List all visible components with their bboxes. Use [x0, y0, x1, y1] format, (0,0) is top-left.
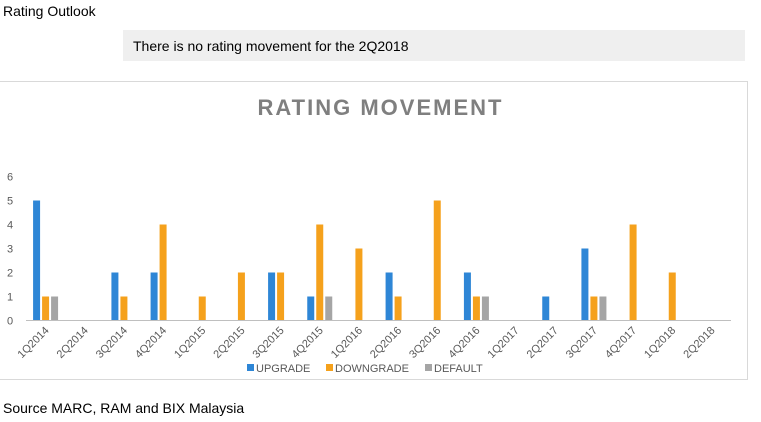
- legend-swatch-downgrade: [326, 364, 333, 371]
- bar-upgrade-3q2014: [111, 272, 119, 321]
- x-tick-label: 3Q2014: [94, 325, 130, 361]
- x-tick-label: 4Q2014: [133, 325, 169, 361]
- bar-default-4q2015: [325, 296, 333, 321]
- y-tick-label: 0: [7, 316, 13, 328]
- bar-downgrade-1q2016: [355, 248, 363, 321]
- bar-downgrade-4q2017: [629, 224, 637, 321]
- bar-upgrade-3q2015: [268, 272, 276, 321]
- x-tick-label: 4Q2016: [446, 325, 482, 361]
- source-note: Source MARC, RAM and BIX Malaysia: [3, 400, 245, 416]
- bar-downgrade-4q2016: [472, 296, 480, 321]
- x-tick-label: 1Q2014: [16, 325, 52, 361]
- chart-frame: [0, 81, 748, 380]
- bar-default-3q2017: [599, 296, 607, 321]
- x-tick-label: 3Q2016: [407, 325, 443, 361]
- legend-swatch-upgrade: [247, 364, 254, 371]
- bar-downgrade-4q2014: [159, 224, 167, 321]
- x-tick-label: 4Q2015: [290, 325, 326, 361]
- chart-title: RATING MOVEMENT: [257, 95, 504, 120]
- legend-swatch-default: [425, 364, 432, 371]
- y-tick-label: 6: [7, 172, 13, 184]
- x-tick-label: 2Q2017: [525, 325, 561, 361]
- bar-downgrade-1q2014: [42, 296, 50, 321]
- x-tick-label: 3Q2017: [564, 325, 600, 361]
- x-tick-label: 1Q2016: [329, 325, 365, 361]
- section-heading: Rating Outlook: [3, 3, 96, 19]
- bar-downgrade-3q2015: [277, 272, 285, 321]
- bar-upgrade-3q2017: [581, 248, 589, 321]
- bar-downgrade-2q2015: [237, 272, 245, 321]
- x-tick-label: 2Q2016: [368, 325, 404, 361]
- bar-downgrade-1q2018: [668, 272, 676, 321]
- bar-downgrade-4q2015: [316, 224, 324, 321]
- x-tick-label: 3Q2015: [251, 325, 287, 361]
- x-tick-label: 2Q2018: [681, 325, 717, 361]
- bar-default-1q2014: [51, 296, 59, 321]
- rating-note: There is no rating movement for the 2Q20…: [123, 30, 745, 61]
- bar-downgrade-1q2015: [198, 296, 206, 321]
- bar-upgrade-2q2016: [385, 272, 393, 321]
- legend-label-upgrade: UPGRADE: [256, 363, 310, 375]
- x-tick-label: 1Q2015: [172, 325, 208, 361]
- bar-upgrade-1q2014: [33, 200, 41, 321]
- y-tick-label: 3: [7, 244, 13, 256]
- y-tick-label: 1: [7, 292, 13, 304]
- bar-upgrade-4q2014: [150, 272, 158, 321]
- y-tick-label: 2: [7, 268, 13, 280]
- bar-downgrade-3q2017: [590, 296, 598, 321]
- legend-label-downgrade: DOWNGRADE: [335, 363, 409, 375]
- bar-downgrade-3q2014: [120, 296, 128, 321]
- y-tick-label: 4: [7, 220, 13, 232]
- bar-downgrade-2q2016: [394, 296, 402, 321]
- bar-downgrade-3q2016: [433, 200, 441, 321]
- bar-default-4q2016: [481, 296, 489, 321]
- legend-label-default: DEFAULT: [434, 363, 483, 375]
- bar-upgrade-2q2017: [542, 296, 550, 321]
- bar-upgrade-4q2016: [463, 272, 471, 321]
- x-tick-label: 2Q2014: [55, 325, 91, 361]
- x-tick-label: 2Q2015: [211, 325, 247, 361]
- y-tick-label: 5: [7, 196, 13, 208]
- bar-upgrade-4q2015: [307, 296, 315, 321]
- x-tick-label: 1Q2017: [486, 325, 522, 361]
- x-tick-label: 1Q2018: [642, 325, 678, 361]
- x-tick-label: 4Q2017: [603, 325, 639, 361]
